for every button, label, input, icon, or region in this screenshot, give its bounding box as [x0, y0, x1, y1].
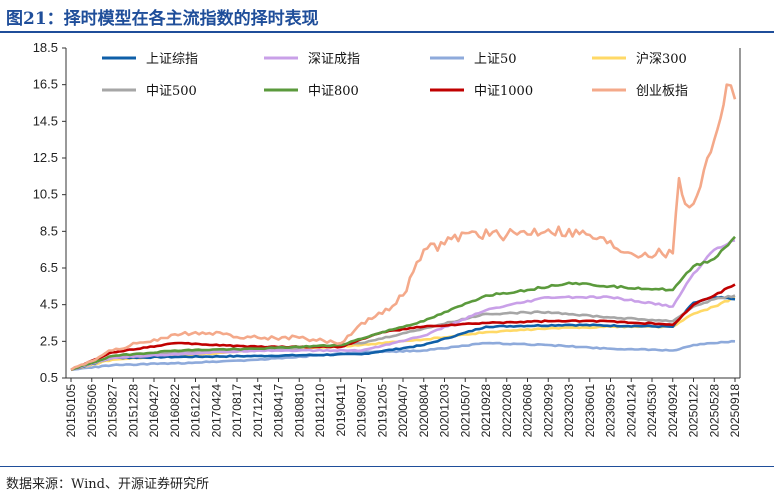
x-tick-label: 20150827 [106, 384, 120, 438]
x-tick-label: 20250918 [728, 384, 742, 438]
x-tick-label: 20180810 [292, 384, 306, 438]
x-tick-label: 20190807 [355, 384, 369, 438]
legend-label: 中证500 [146, 84, 197, 99]
series-line-1 [70, 295, 736, 372]
series-line-5 [70, 294, 736, 372]
x-tick-label: 20200407 [396, 384, 410, 438]
x-tick-label: 20240124 [624, 384, 638, 438]
x-tick-label: 20220608 [521, 384, 535, 438]
x-tick-label: 20151228 [126, 384, 140, 438]
y-tick-label: 18.5 [33, 40, 58, 55]
x-tick-label: 20230925 [604, 384, 618, 438]
x-tick-label: 20240530 [645, 384, 659, 438]
legend-label: 深证成指 [308, 52, 360, 67]
x-tick-label: 20250122 [687, 384, 701, 438]
legend-label: 中证1000 [474, 84, 533, 99]
legend-label: 上证综指 [146, 52, 198, 67]
axes: 0.5 2.5 4.5 6.5 8.5 10.5 12.5 14.5 16.5 18.5 20150… [33, 40, 742, 437]
x-tick-label: 20220929 [541, 384, 555, 438]
x-tick-label: 20201203 [438, 384, 452, 438]
source-note: 数据来源：Wind、开源证券研究所 [6, 477, 209, 492]
x-tick-label: 20250528 [707, 384, 721, 438]
x-tick-label: 20181210 [313, 384, 327, 438]
x-tick-label: 20190411 [334, 384, 348, 437]
x-tick-label: 20210507 [458, 384, 472, 438]
series-layer [70, 83, 737, 372]
line-chart: 0.5 2.5 4.5 6.5 8.5 10.5 12.5 14.5 16.5 18.5 20150… [33, 40, 742, 437]
x-tick-label: 20191205 [375, 384, 389, 438]
x-tick-label: 20150506 [85, 384, 99, 438]
x-tick-label: 20170817 [230, 384, 244, 438]
series-line-7 [70, 283, 736, 371]
x-tick-label: 20210928 [479, 384, 493, 438]
x-tick-label: 20240924 [666, 384, 680, 438]
x-tick-label: 20180417 [272, 384, 286, 438]
y-tick-label: 8.5 [40, 223, 58, 238]
series-line-8 [70, 83, 737, 371]
y-tick-label: 6.5 [40, 260, 58, 275]
series-line-2 [70, 239, 736, 372]
series-line-6 [70, 235, 736, 372]
y-tick-label: 4.5 [40, 297, 58, 312]
x-tick-label: 20200804 [417, 384, 431, 438]
x-tick-label: 20220208 [500, 384, 514, 438]
legend-label: 上证50 [474, 52, 517, 67]
series-line-3 [70, 339, 736, 372]
y-tick-label: 10.5 [33, 187, 58, 202]
y-tick-label: 0.5 [40, 370, 58, 385]
y-tick-label: 12.5 [33, 150, 58, 165]
x-tick-label: 20230601 [583, 384, 597, 438]
y-tick-label: 14.5 [33, 113, 58, 128]
legend-label: 中证800 [308, 84, 359, 99]
footer-divider [0, 466, 774, 467]
x-tick-label: 20230203 [562, 384, 576, 438]
x-tick-label: 20160822 [168, 384, 182, 438]
legend-label: 沪深300 [636, 51, 687, 67]
y-tick-label: 16.5 [33, 77, 58, 92]
x-tick-label: 20170424 [209, 384, 223, 438]
x-tick-label: 20161221 [189, 384, 203, 438]
x-tick-label: 20160427 [147, 384, 161, 438]
x-tick-label: 20150105 [64, 384, 78, 438]
legend: 上证综指 深证成指 上证50 沪深300 中证500 中证800 中证1000 创业板指 [102, 51, 688, 99]
x-tick-label: 20171214 [251, 384, 265, 438]
y-tick-label: 2.5 [40, 333, 58, 348]
title-divider [0, 31, 774, 33]
legend-label: 创业板指 [636, 84, 688, 99]
chart-title: 图21：择时模型在各主流指数的择时表现 [6, 9, 319, 29]
